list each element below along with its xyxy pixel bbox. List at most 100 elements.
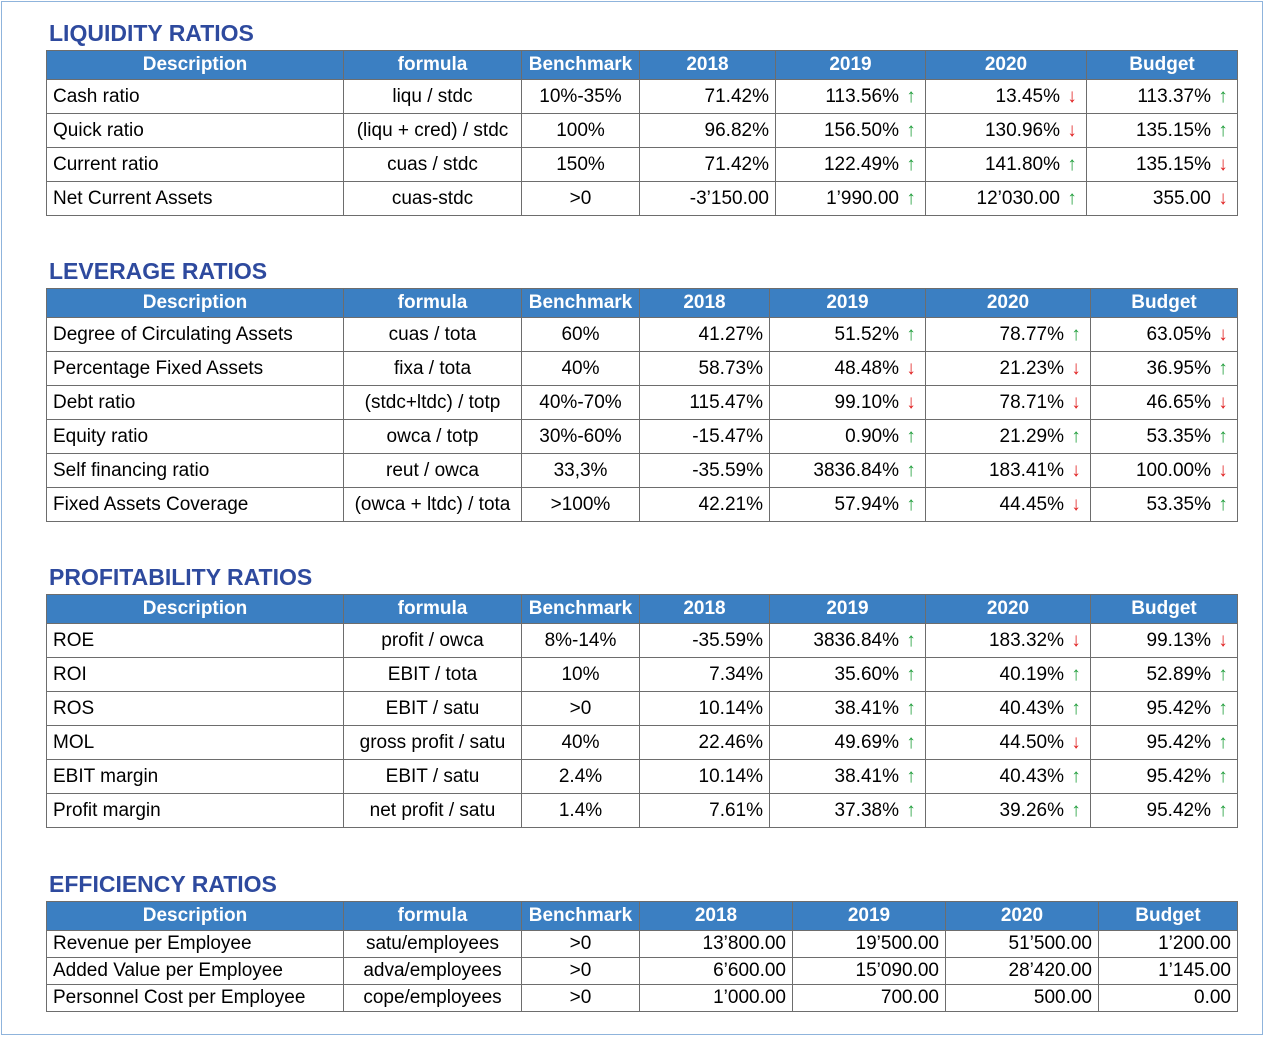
cell-2019: 99.10% ↓ bbox=[769, 385, 926, 420]
cell-2020: 28’420.00 bbox=[945, 957, 1099, 985]
cell-value: 49.69% bbox=[834, 731, 899, 753]
table-row: Quick ratio (liqu + cred) / stdc 100% 96.82… bbox=[46, 113, 1238, 148]
ratio-table: Description formula Benchmark 2018 2019 2020 B… bbox=[46, 288, 1238, 522]
cell-2019: 113.56% ↑ bbox=[775, 79, 926, 114]
arrow-down-icon: ↓ bbox=[1218, 391, 1228, 413]
cell-value: 130.96% bbox=[984, 119, 1060, 141]
cell-value: 46.65% bbox=[1146, 391, 1211, 413]
arrow-up-icon: ↑ bbox=[1218, 697, 1228, 719]
cell-2018: -3’150.00 bbox=[639, 181, 776, 216]
cell-description: Degree of Circulating Assets bbox=[46, 317, 344, 352]
cell-value: 700.00 bbox=[880, 987, 939, 1008]
column-header: Budget bbox=[1090, 594, 1238, 624]
arrow-up-icon: ↑ bbox=[906, 153, 916, 175]
column-header: 2019 bbox=[775, 50, 926, 80]
arrow-down-icon: ↓ bbox=[1067, 85, 1077, 107]
cell-2020: 78.77% ↑ bbox=[925, 317, 1091, 352]
ratio-section: LEVERAGE RATIOS Description formula Benchma… bbox=[46, 254, 1238, 522]
arrow-down-icon: ↓ bbox=[1071, 391, 1081, 413]
table-row: EBIT margin EBIT / satu 2.4% 10.14% 38.41% ↑ 4… bbox=[46, 759, 1238, 794]
cell-description: ROI bbox=[46, 657, 344, 692]
cell-2018: 10.14% bbox=[639, 759, 770, 794]
cell-2018: 10.14% bbox=[639, 691, 770, 726]
arrow-down-icon: ↓ bbox=[1071, 357, 1081, 379]
cell-value: 135.15% bbox=[1135, 119, 1211, 141]
cell-value: 36.95% bbox=[1146, 357, 1211, 379]
cell-value: 44.45% bbox=[999, 493, 1064, 515]
cell-value: 500.00 bbox=[1033, 987, 1092, 1008]
table-row: MOL gross profit / satu 40% 22.46% 49.69% ↑ 44… bbox=[46, 725, 1238, 760]
cell-value: 40.19% bbox=[999, 663, 1064, 685]
cell-2018: 42.21% bbox=[639, 487, 770, 522]
arrow-down-icon: ↓ bbox=[1218, 629, 1228, 651]
arrow-up-icon: ↑ bbox=[1071, 799, 1081, 821]
cell-value: 122.49% bbox=[823, 153, 899, 175]
cell-description: Equity ratio bbox=[46, 419, 344, 454]
cell-description: ROS bbox=[46, 691, 344, 726]
cell-benchmark: 30%-60% bbox=[521, 419, 640, 454]
table-row: Profit margin net profit / satu 1.4% 7.61% 3… bbox=[46, 793, 1238, 828]
cell-budget: 0.00 bbox=[1098, 984, 1238, 1012]
cell-description: Percentage Fixed Assets bbox=[46, 351, 344, 386]
cell-2020: 44.45% ↓ bbox=[925, 487, 1091, 522]
arrow-up-icon: ↑ bbox=[1218, 85, 1228, 107]
cell-description: Current ratio bbox=[46, 147, 344, 182]
cell-value: 53.35% bbox=[1146, 493, 1211, 515]
column-header: formula bbox=[343, 594, 522, 624]
cell-formula: reut / owca bbox=[343, 453, 522, 488]
cell-2020: 13.45% ↓ bbox=[925, 79, 1087, 114]
arrow-up-icon: ↑ bbox=[906, 629, 916, 651]
column-header: Benchmark bbox=[521, 594, 640, 624]
column-header: 2018 bbox=[639, 594, 770, 624]
column-header: 2020 bbox=[925, 288, 1091, 318]
column-header: formula bbox=[343, 50, 522, 80]
arrow-up-icon: ↑ bbox=[1218, 119, 1228, 141]
cell-value: 95.42% bbox=[1146, 765, 1211, 787]
cell-value: 113.37% bbox=[1137, 85, 1211, 107]
cell-formula: (stdc+ltdc) / totp bbox=[343, 385, 522, 420]
cell-description: Cash ratio bbox=[46, 79, 344, 114]
cell-value: 38.41% bbox=[834, 697, 899, 719]
cell-formula: profit / owca bbox=[343, 623, 522, 658]
arrow-up-icon: ↑ bbox=[906, 187, 916, 209]
cell-description: Net Current Assets bbox=[46, 181, 344, 216]
cell-value: 99.13% bbox=[1146, 629, 1211, 651]
arrow-up-icon: ↑ bbox=[1218, 765, 1228, 787]
cell-2019: 37.38% ↑ bbox=[769, 793, 926, 828]
ratio-table: Description formula Benchmark 2018 2019 2020 B… bbox=[46, 50, 1238, 216]
cell-2018: 1’000.00 bbox=[639, 984, 793, 1012]
cell-formula: fixa / tota bbox=[343, 351, 522, 386]
cell-budget: 1’200.00 bbox=[1098, 930, 1238, 958]
arrow-up-icon: ↑ bbox=[1071, 425, 1081, 447]
table-row: Self financing ratio reut / owca 33,3% -35.… bbox=[46, 453, 1238, 488]
arrow-up-icon: ↑ bbox=[1218, 731, 1228, 753]
table-row: Revenue per Employee satu/employees >0 13’8… bbox=[46, 930, 1238, 958]
section-title: EFFICIENCY RATIOS bbox=[49, 871, 277, 897]
cell-2019: 156.50% ↑ bbox=[775, 113, 926, 148]
arrow-up-icon: ↑ bbox=[906, 493, 916, 515]
cell-formula: adva/employees bbox=[343, 957, 522, 985]
cell-value: 0.90% bbox=[845, 425, 899, 447]
cell-value: 113.56% bbox=[825, 85, 899, 107]
cell-formula: (owca + ltdc) / tota bbox=[343, 487, 522, 522]
cell-value: 3836.84% bbox=[813, 629, 899, 651]
arrow-up-icon: ↑ bbox=[1071, 697, 1081, 719]
cell-budget: 1’145.00 bbox=[1098, 957, 1238, 985]
arrow-down-icon: ↓ bbox=[906, 357, 916, 379]
column-header: formula bbox=[343, 901, 522, 931]
cell-value: 95.42% bbox=[1146, 697, 1211, 719]
cell-2018: 115.47% bbox=[639, 385, 770, 420]
cell-value: 78.71% bbox=[999, 391, 1064, 413]
cell-value: 12’030.00 bbox=[976, 187, 1060, 209]
cell-2018: 7.61% bbox=[639, 793, 770, 828]
table-row: Debt ratio (stdc+ltdc) / totp 40%-70% 115.4… bbox=[46, 385, 1238, 420]
arrow-up-icon: ↑ bbox=[906, 119, 916, 141]
cell-2020: 183.32% ↓ bbox=[925, 623, 1091, 658]
cell-2020: 141.80% ↑ bbox=[925, 147, 1087, 182]
column-header: 2019 bbox=[769, 594, 926, 624]
ratio-section: PROFITABILITY RATIOS Description formula Be… bbox=[46, 560, 1238, 828]
cell-2020: 78.71% ↓ bbox=[925, 385, 1091, 420]
arrow-up-icon: ↑ bbox=[1218, 425, 1228, 447]
arrow-up-icon: ↑ bbox=[906, 85, 916, 107]
cell-value: 21.29% bbox=[999, 425, 1064, 447]
